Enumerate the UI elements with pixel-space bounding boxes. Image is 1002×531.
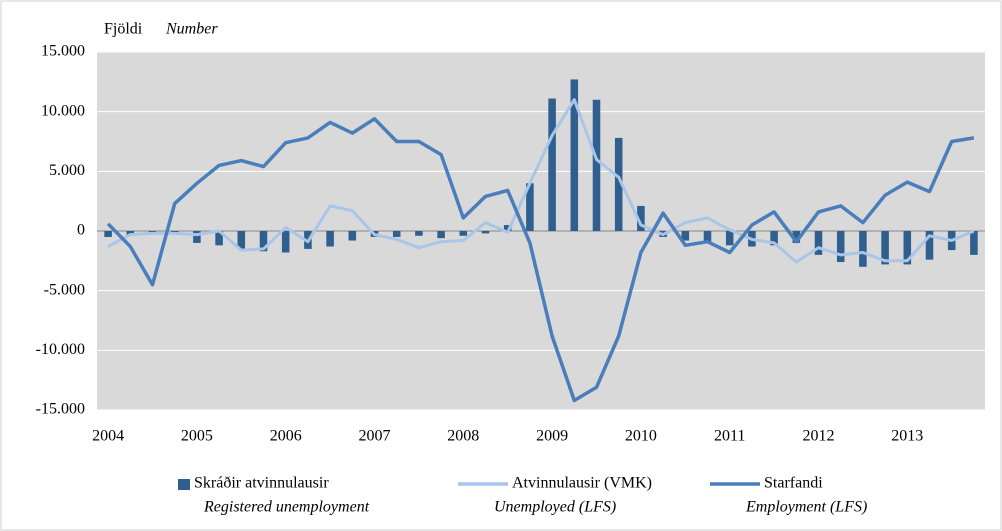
y-tick-label: 0 [77, 222, 85, 239]
bar [503, 225, 512, 231]
x-tick-label: 2012 [803, 428, 835, 445]
bar [614, 137, 623, 231]
bar [415, 231, 423, 236]
bar [836, 231, 845, 263]
y-tick-label: 10.000 [41, 102, 85, 119]
bar [814, 231, 823, 255]
bar [526, 183, 534, 231]
y-tick-label: 15.000 [41, 43, 85, 60]
bar [548, 98, 556, 231]
y-tick-label: -5.000 [44, 281, 85, 298]
line [107, 98, 975, 264]
x-tick-label: 2005 [181, 428, 213, 445]
x-tick-label: 2007 [359, 428, 391, 445]
bar [259, 231, 268, 252]
bar [237, 231, 246, 249]
bar [925, 231, 934, 260]
bar [104, 231, 112, 237]
bar [970, 231, 978, 255]
bar [637, 205, 645, 231]
bar [592, 99, 601, 231]
bar [703, 231, 712, 243]
bar [481, 231, 490, 234]
y-tick-label: 5.000 [49, 162, 85, 179]
legend-label: Skráðir atvinnulausir [194, 475, 329, 492]
x-tick-label: 2008 [447, 428, 479, 445]
y-label: Fjöldi [104, 21, 143, 38]
legend-label: Starfandi [764, 475, 823, 492]
x-tick-label: 2009 [536, 428, 568, 445]
x-tick-label: 2010 [625, 428, 657, 445]
bar [193, 231, 201, 243]
x-tick-label: 2004 [92, 428, 124, 445]
bar [437, 231, 445, 239]
legend-label: Atvinnulausir (VMK) [512, 475, 652, 492]
y-tick-label: -15.000 [36, 401, 85, 418]
bar [215, 231, 223, 246]
bar [770, 231, 778, 246]
bar [126, 231, 135, 235]
y-label-en: Number [165, 21, 218, 38]
x-tick-label: 2006 [270, 428, 302, 445]
line [106, 117, 975, 403]
bar [281, 231, 290, 253]
bar [881, 231, 889, 265]
bar [681, 231, 690, 241]
bar [459, 231, 468, 236]
bar [903, 231, 912, 265]
legend-label-en: Employment (LFS) [745, 499, 867, 516]
bar [725, 231, 734, 246]
legend-swatch [178, 479, 190, 490]
bar [859, 231, 867, 267]
bar [348, 231, 357, 241]
x-tick-label: 2011 [714, 428, 745, 445]
x-tick-label: 2013 [891, 428, 923, 445]
legend-label-en: Unemployed (LFS) [494, 499, 616, 516]
bar [792, 231, 801, 243]
y-tick-label: -10.000 [36, 341, 85, 358]
bar [392, 231, 401, 237]
bar [570, 79, 579, 232]
legend-label-en: Registered unemployment [203, 499, 370, 516]
bar [326, 231, 334, 247]
